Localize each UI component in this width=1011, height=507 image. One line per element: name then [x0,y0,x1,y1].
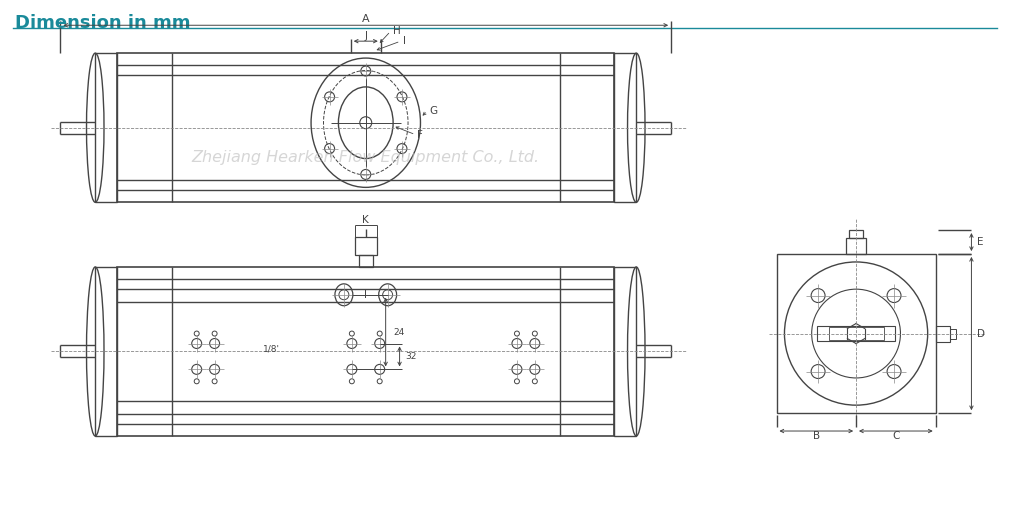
Text: Zhejiang Hearken Flow Equipment Co., Ltd.: Zhejiang Hearken Flow Equipment Co., Ltd… [192,150,540,165]
Bar [615,267,636,436]
Text: H: H [392,26,400,36]
Text: D: D [978,329,986,339]
Bar [355,237,377,255]
Bar [817,325,896,341]
Bar [95,53,117,202]
Text: K: K [362,215,369,225]
Text: 1/8': 1/8' [263,345,280,354]
Text: A: A [362,14,370,24]
Bar [117,267,615,436]
Bar [117,53,615,202]
Text: F: F [418,130,424,139]
Text: I: I [364,290,367,300]
Bar [95,267,117,436]
Bar [935,325,949,342]
Bar [615,53,636,202]
Text: 32: 32 [405,352,417,361]
Text: Dimension in mm: Dimension in mm [15,14,190,32]
Bar [776,254,935,413]
Text: C: C [892,431,900,441]
Bar [359,255,373,267]
Bar [949,329,955,339]
Bar [828,327,884,340]
Text: 24: 24 [393,328,404,337]
Text: B: B [813,431,820,441]
Text: J: J [364,31,367,41]
Bar [846,238,866,254]
Text: E: E [978,237,984,247]
Bar [849,230,863,238]
Text: G: G [430,106,438,116]
Text: I: I [402,36,405,46]
